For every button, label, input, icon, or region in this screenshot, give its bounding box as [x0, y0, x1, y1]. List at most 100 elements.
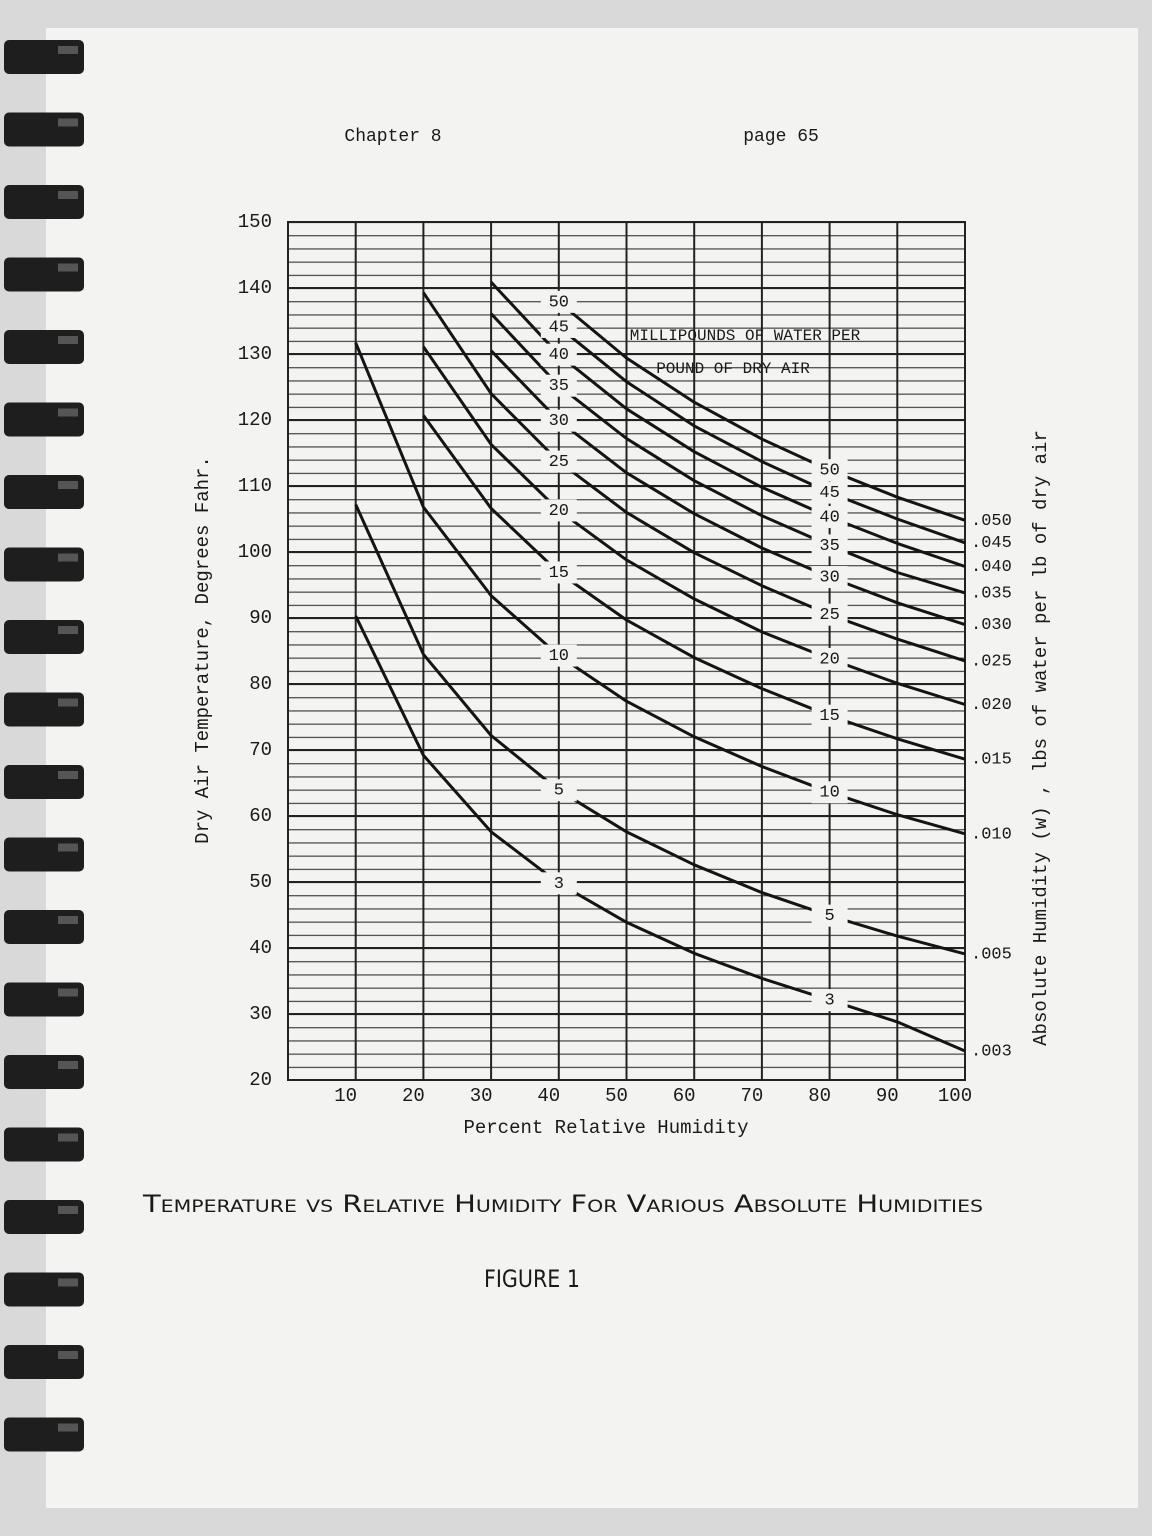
curve-label: 25 [549, 453, 569, 472]
coil-highlight [58, 118, 78, 127]
end-label: .005 [971, 945, 1012, 964]
coil-highlight [58, 46, 78, 54]
y-tick-label: 80 [249, 673, 272, 695]
end-label: .040 [971, 558, 1012, 577]
end-label: .010 [971, 825, 1012, 844]
plot: 20 30 40 50 60 70 80 90 100 110 120 130 140 150 10 20 30… [238, 211, 1012, 1107]
coil-highlight [58, 481, 78, 489]
curve-label-bg [540, 872, 577, 895]
coil [4, 402, 84, 437]
x-tick-label: 20 [402, 1085, 425, 1107]
curve-label-bg [540, 779, 577, 802]
coil [4, 1055, 84, 1089]
curve [557, 300, 966, 522]
end-label: .020 [971, 696, 1012, 715]
curve-label: 40 [549, 346, 569, 365]
coil [4, 982, 84, 1017]
curve-label: 45 [819, 484, 839, 503]
curve [557, 325, 966, 545]
curve-label-bg [540, 450, 577, 473]
curve-label: 15 [819, 707, 839, 726]
coil [4, 1272, 84, 1307]
y-tick-label: 50 [249, 871, 272, 893]
x-tick-label: 80 [808, 1085, 831, 1107]
x-tick-label: 60 [673, 1085, 696, 1107]
curve [354, 503, 966, 956]
chapter: Chapter 8 [344, 127, 441, 147]
coil [4, 765, 84, 799]
curve [422, 414, 966, 761]
curve-label: 25 [819, 606, 839, 625]
curve-label-bg [811, 781, 848, 804]
curve-label: 15 [549, 564, 569, 583]
x-tick-label: 100 [938, 1085, 972, 1107]
y-tick-label: 140 [238, 277, 272, 299]
curve-label: 35 [819, 537, 839, 556]
page-number: page 65 [743, 127, 819, 147]
curve-label: 35 [549, 377, 569, 396]
coil-highlight [58, 1206, 78, 1214]
y-tick-label: 100 [238, 541, 272, 563]
curve-label: 30 [549, 412, 569, 431]
curve-label-bg [811, 481, 848, 504]
coil-highlight [58, 336, 78, 344]
y-tick-label: 110 [238, 475, 272, 497]
curve-label: 45 [549, 318, 569, 337]
y-tick-label: 150 [238, 211, 272, 233]
coil-highlight [58, 626, 78, 634]
coil-highlight [58, 1133, 78, 1142]
y-tick-label: 20 [249, 1069, 272, 1091]
coil-highlight [58, 771, 78, 779]
x-axis-label: Percent Relative Humidity [463, 1117, 748, 1139]
curve [422, 345, 966, 706]
coil-highlight [58, 408, 78, 417]
y-tick-label: 40 [249, 937, 272, 959]
end-label: .030 [971, 616, 1012, 635]
coil-highlight [58, 263, 78, 272]
figure-label: FIGURE 1 [484, 1265, 580, 1293]
curve-label-bg [811, 647, 848, 670]
curve [354, 342, 966, 836]
curve-label-bg [540, 290, 577, 313]
annotation: MILLIPOUNDS OF WATER PER [630, 327, 861, 345]
coil-highlight [58, 1423, 78, 1432]
end-label: .035 [971, 584, 1012, 603]
coil [4, 692, 84, 727]
coil [4, 330, 84, 364]
y-tick-label: 70 [249, 739, 272, 761]
curve-label-bg [540, 374, 577, 397]
curve-label: 10 [549, 647, 569, 666]
curve-label-bg [811, 534, 848, 557]
y2-axis-label: Absolute Humidity (w) , lbs of water per… [1030, 430, 1052, 1046]
curve-label-bg [811, 566, 848, 589]
curve-label-bg [540, 315, 577, 338]
y-tick-label: 90 [249, 607, 272, 629]
end-label: .003 [971, 1042, 1012, 1061]
x-tick-label: 70 [740, 1085, 763, 1107]
curve-label: 20 [549, 502, 569, 521]
curve-label: 3 [824, 992, 834, 1011]
coil [4, 257, 84, 292]
curve-label-bg [540, 409, 577, 432]
y-tick-label: 120 [238, 409, 272, 431]
x-tick-label: 30 [470, 1085, 493, 1107]
coil [4, 1200, 84, 1234]
y-tick-label: 130 [238, 343, 272, 365]
coil [4, 620, 84, 654]
curve-label: 50 [819, 462, 839, 481]
curve [354, 615, 966, 1053]
y-axis-label: Dry Air Temperature, Degrees Fahr. [192, 456, 214, 844]
coil-highlight [58, 698, 78, 707]
curve-label-bg [811, 704, 848, 727]
end-label: .045 [971, 534, 1012, 553]
end-label: .050 [971, 512, 1012, 531]
coil-highlight [58, 1278, 78, 1287]
curve-label: 10 [819, 784, 839, 803]
caption-title: Temperature vs Relative Humidity For Var… [142, 1190, 983, 1218]
coil [4, 112, 84, 147]
coil [4, 1417, 84, 1452]
curve-label-bg [811, 459, 848, 482]
curve-label: 40 [819, 509, 839, 528]
coil-highlight [58, 988, 78, 997]
